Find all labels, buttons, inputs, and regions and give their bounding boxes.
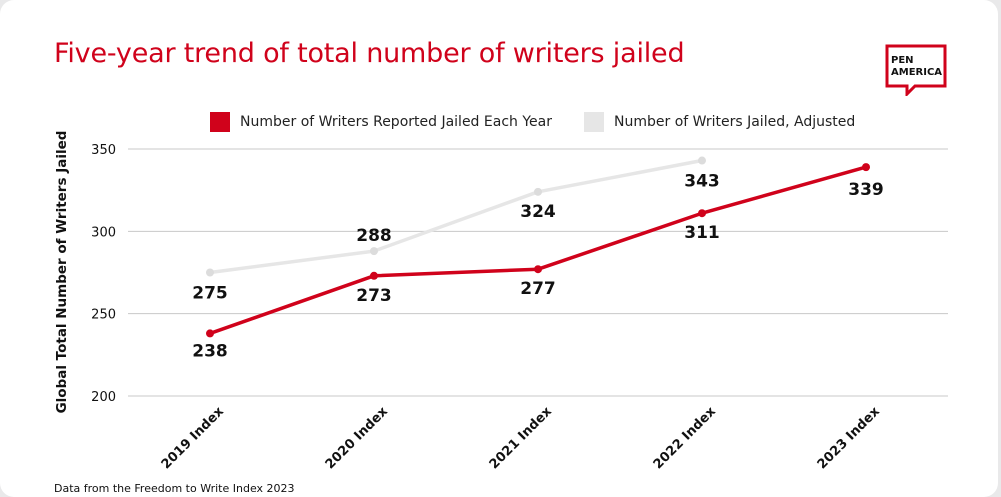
data-label-adjusted: 324 xyxy=(520,202,556,222)
data-label-adjusted: 288 xyxy=(356,226,392,246)
chart-title: Five-year trend of total number of write… xyxy=(54,38,685,69)
data-point-reported xyxy=(534,265,542,274)
data-point-adjusted xyxy=(698,156,706,165)
legend: Number of Writers Reported Jailed Each Y… xyxy=(0,110,1001,134)
data-point-reported xyxy=(370,271,378,280)
data-label-reported: 238 xyxy=(192,341,228,361)
data-label-reported: 339 xyxy=(848,180,884,200)
x-tick-label: 2023 Index xyxy=(815,404,884,473)
y-tick-label: 300 xyxy=(91,225,116,240)
series-line-adjusted xyxy=(209,158,703,275)
legend-label-reported: Number of Writers Reported Jailed Each Y… xyxy=(240,114,552,130)
y-tick-label: 350 xyxy=(91,143,116,158)
data-label-reported: 277 xyxy=(520,279,556,299)
data-point-reported xyxy=(862,163,870,172)
legend-label-adjusted: Number of Writers Jailed, Adjusted xyxy=(614,114,856,130)
data-label-reported: 311 xyxy=(684,223,720,243)
pen-america-logo xyxy=(885,44,947,96)
legend-swatch-reported xyxy=(210,112,230,132)
legend-item-reported: Number of Writers Reported Jailed Each Y… xyxy=(210,110,552,134)
data-point-adjusted xyxy=(206,268,214,277)
x-tick-label: 2020 Index xyxy=(323,404,392,473)
legend-swatch-adjusted xyxy=(584,112,604,132)
data-point-reported xyxy=(206,329,214,338)
legend-item-adjusted: Number of Writers Jailed, Adjusted xyxy=(584,110,855,134)
x-tick-label: 2021 Index xyxy=(487,404,556,473)
x-tick-label: 2022 Index xyxy=(651,404,720,473)
data-point-adjusted xyxy=(370,247,378,256)
x-tick-label: 2019 Index xyxy=(159,404,228,473)
data-label-adjusted: 275 xyxy=(192,284,228,304)
data-point-adjusted xyxy=(534,187,542,196)
y-tick-label: 200 xyxy=(91,390,116,405)
data-label-adjusted: 343 xyxy=(684,172,720,192)
source-note: Data from the Freedom to Write Index 202… xyxy=(54,482,295,495)
y-tick-label: 250 xyxy=(91,308,116,323)
logo-text: PEN AMERICA xyxy=(891,55,943,78)
data-point-reported xyxy=(698,209,706,218)
data-label-reported: 273 xyxy=(356,286,392,306)
